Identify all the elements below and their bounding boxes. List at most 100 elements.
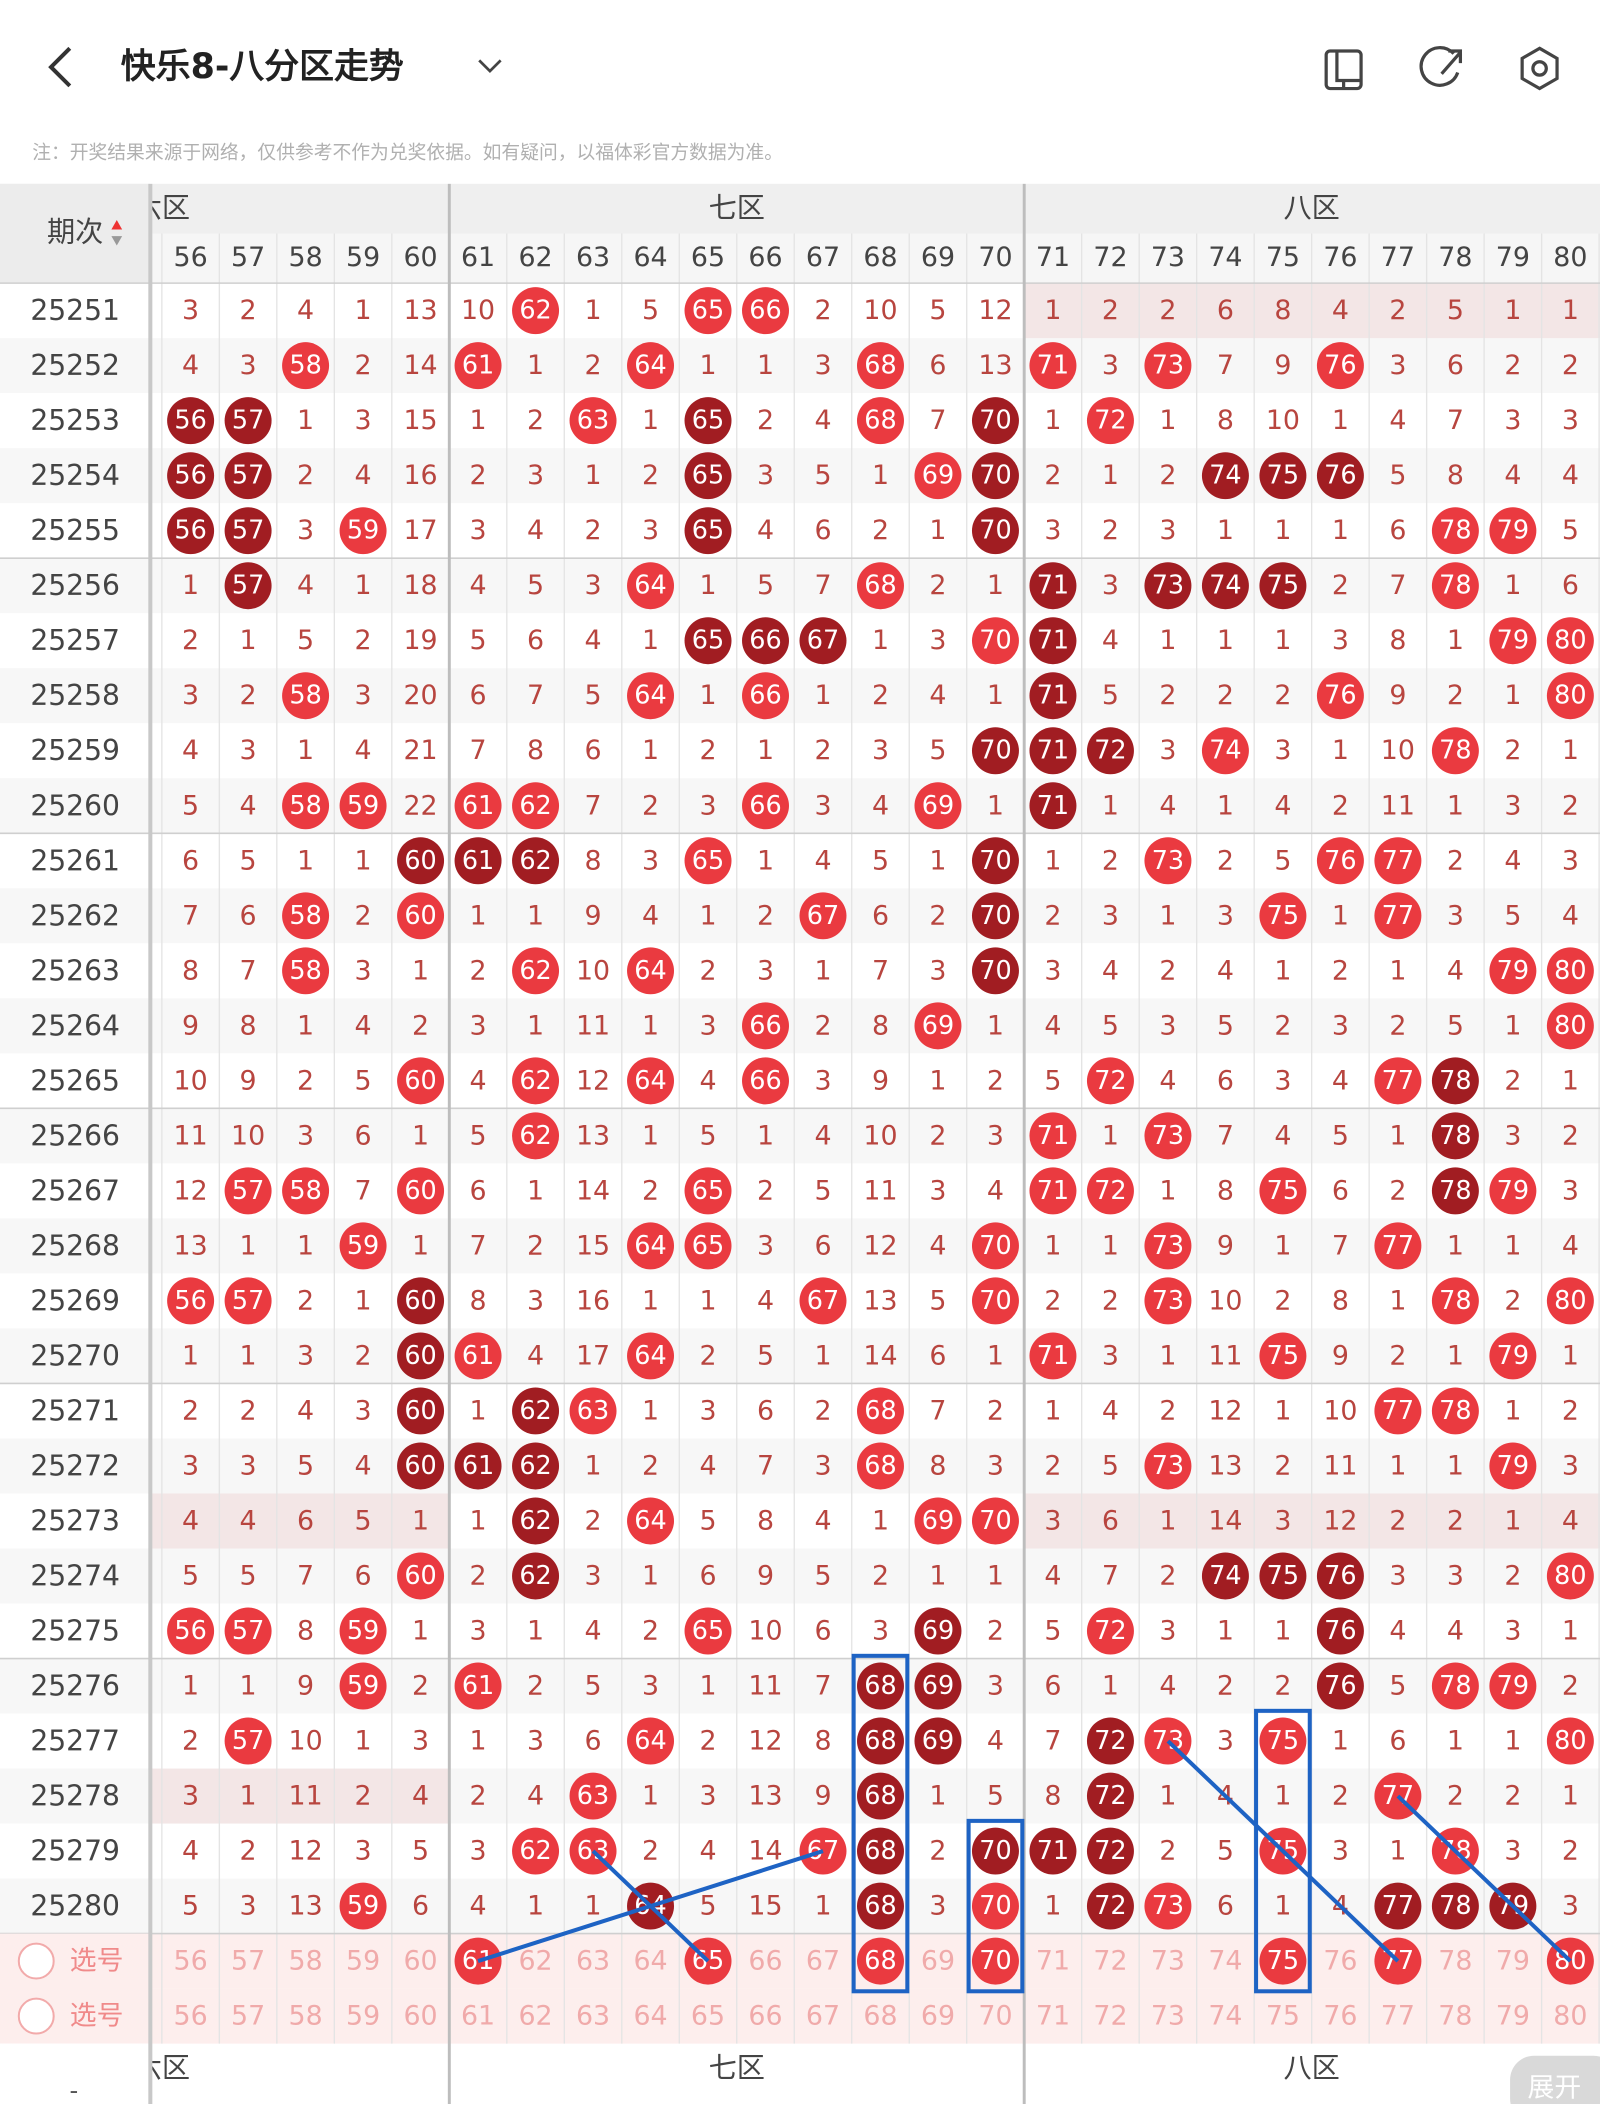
drawn-number: 72: [1094, 1176, 1126, 1206]
omission-count: 2: [1044, 1450, 1061, 1481]
select-toggle[interactable]: [17, 1942, 55, 1980]
select-number[interactable]: 57: [231, 1946, 265, 1977]
select-number[interactable]: 80: [1553, 2001, 1587, 2032]
select-number[interactable]: 64: [633, 2001, 667, 2032]
select-number[interactable]: 73: [1151, 2001, 1185, 2032]
select-number[interactable]: 76: [1323, 2001, 1357, 2032]
select-number[interactable]: 60: [403, 1946, 437, 1977]
select-number[interactable]: 63: [576, 1946, 610, 1977]
omission-count: 1: [1562, 1781, 1579, 1812]
layout-icon[interactable]: [1324, 49, 1363, 91]
omission-count: 1: [584, 1450, 601, 1481]
select-number[interactable]: 67: [806, 1946, 840, 1977]
select-number[interactable]: 71: [1036, 2001, 1070, 2032]
drawn-number: 62: [519, 846, 551, 876]
select-number[interactable]: 69: [921, 2001, 955, 2032]
omission-count: 2: [1332, 570, 1349, 601]
period-bg: [0, 1823, 151, 1879]
select-number[interactable]: 76: [1323, 1946, 1357, 1977]
drawn-ball: [1316, 837, 1364, 885]
select-number[interactable]: 63: [576, 2001, 610, 2032]
omission-count: 2: [1504, 1285, 1521, 1316]
drawn-number: 68: [864, 406, 896, 436]
select-number[interactable]: 56: [174, 1946, 208, 1977]
settings-icon[interactable]: [1520, 46, 1559, 91]
select-number[interactable]: 62: [518, 1946, 552, 1977]
omission-count: 14: [576, 1175, 610, 1206]
select-number[interactable]: 71: [1036, 1946, 1070, 1977]
drawn-ball: [1201, 452, 1249, 500]
select-number[interactable]: 70: [978, 2001, 1012, 2032]
select-number[interactable]: 66: [748, 1946, 782, 1977]
picked-ball[interactable]: [856, 1937, 904, 1985]
select-number[interactable]: 73: [1151, 1946, 1185, 1977]
drawn-ball: [914, 1607, 962, 1655]
share-icon[interactable]: [1419, 46, 1463, 87]
omission-count: 6: [1217, 1891, 1234, 1922]
select-number[interactable]: 79: [1496, 2001, 1530, 2032]
select-number[interactable]: 74: [1208, 1946, 1242, 1977]
omission-count: 1: [240, 1340, 257, 1371]
omission-count: 5: [584, 680, 601, 711]
drawn-number: 70: [979, 626, 1011, 656]
select-number[interactable]: 75: [1266, 2001, 1300, 2032]
expand-button[interactable]: 展开: [1510, 2055, 1600, 2108]
select-number[interactable]: 67: [806, 2001, 840, 2032]
select-number[interactable]: 78: [1438, 2001, 1472, 2032]
select-number[interactable]: 72: [1093, 1946, 1127, 1977]
omission-count: 1: [1562, 735, 1579, 766]
drawn-ball: [512, 1442, 560, 1490]
omission-count: 2: [1274, 1010, 1291, 1041]
select-toggle[interactable]: [17, 1997, 55, 2035]
select-number[interactable]: 62: [518, 2001, 552, 2032]
select-number[interactable]: 78: [1438, 1946, 1472, 1977]
omission-count: 7: [1044, 1726, 1061, 1757]
back-button[interactable]: [48, 46, 72, 88]
select-number[interactable]: 69: [921, 1946, 955, 1977]
select-number[interactable]: 77: [1381, 2001, 1415, 2032]
drawn-ball: [914, 782, 962, 830]
picked-ball[interactable]: [971, 1937, 1019, 1985]
picked-ball[interactable]: [454, 1937, 502, 1985]
select-number[interactable]: 57: [231, 2001, 265, 2032]
select-number[interactable]: 65: [691, 2001, 725, 2032]
drawn-ball: [1144, 1442, 1192, 1490]
omission-count: 10: [461, 295, 495, 326]
omission-count: 1: [1332, 405, 1349, 436]
select-number[interactable]: 72: [1093, 2001, 1127, 2032]
select-number[interactable]: 61: [461, 2001, 495, 2032]
omission-count: 3: [355, 1836, 372, 1867]
select-number[interactable]: 58: [289, 1946, 323, 1977]
drawn-ball: [971, 727, 1019, 775]
omission-count: 2: [1562, 790, 1579, 821]
drawn-number: 65: [692, 626, 724, 656]
select-number[interactable]: 66: [748, 2001, 782, 2032]
select-number[interactable]: 58: [289, 2001, 323, 2032]
drawn-number: 80: [1554, 956, 1586, 986]
drawn-number: 60: [404, 1066, 436, 1096]
omission-count: 6: [470, 680, 487, 711]
drawn-number: 56: [174, 406, 206, 436]
select-number[interactable]: 64: [633, 1946, 667, 1977]
select-number[interactable]: 79: [1496, 1946, 1530, 1977]
select-number[interactable]: 68: [863, 2001, 897, 2032]
omission-count: 2: [814, 735, 831, 766]
select-number[interactable]: 74: [1208, 2001, 1242, 2032]
select-number[interactable]: 60: [403, 2001, 437, 2032]
drawn-ball: [742, 617, 789, 665]
title-dropdown[interactable]: [478, 59, 502, 74]
omission-count: 9: [814, 1781, 831, 1812]
omission-count: 1: [412, 955, 429, 986]
drawn-ball: [1259, 1552, 1307, 1600]
omission-count: 7: [929, 1395, 946, 1426]
picked-ball[interactable]: [1259, 1937, 1307, 1985]
omission-count: 2: [1562, 1836, 1579, 1867]
omission-count: 3: [1217, 900, 1234, 931]
drawn-ball: [1431, 562, 1479, 610]
select-number[interactable]: 56: [174, 2001, 208, 2032]
omission-count: 1: [1159, 1340, 1176, 1371]
select-number[interactable]: 59: [346, 2001, 380, 2032]
select-number[interactable]: 59: [346, 1946, 380, 1977]
omission-count: 1: [1102, 1230, 1119, 1261]
